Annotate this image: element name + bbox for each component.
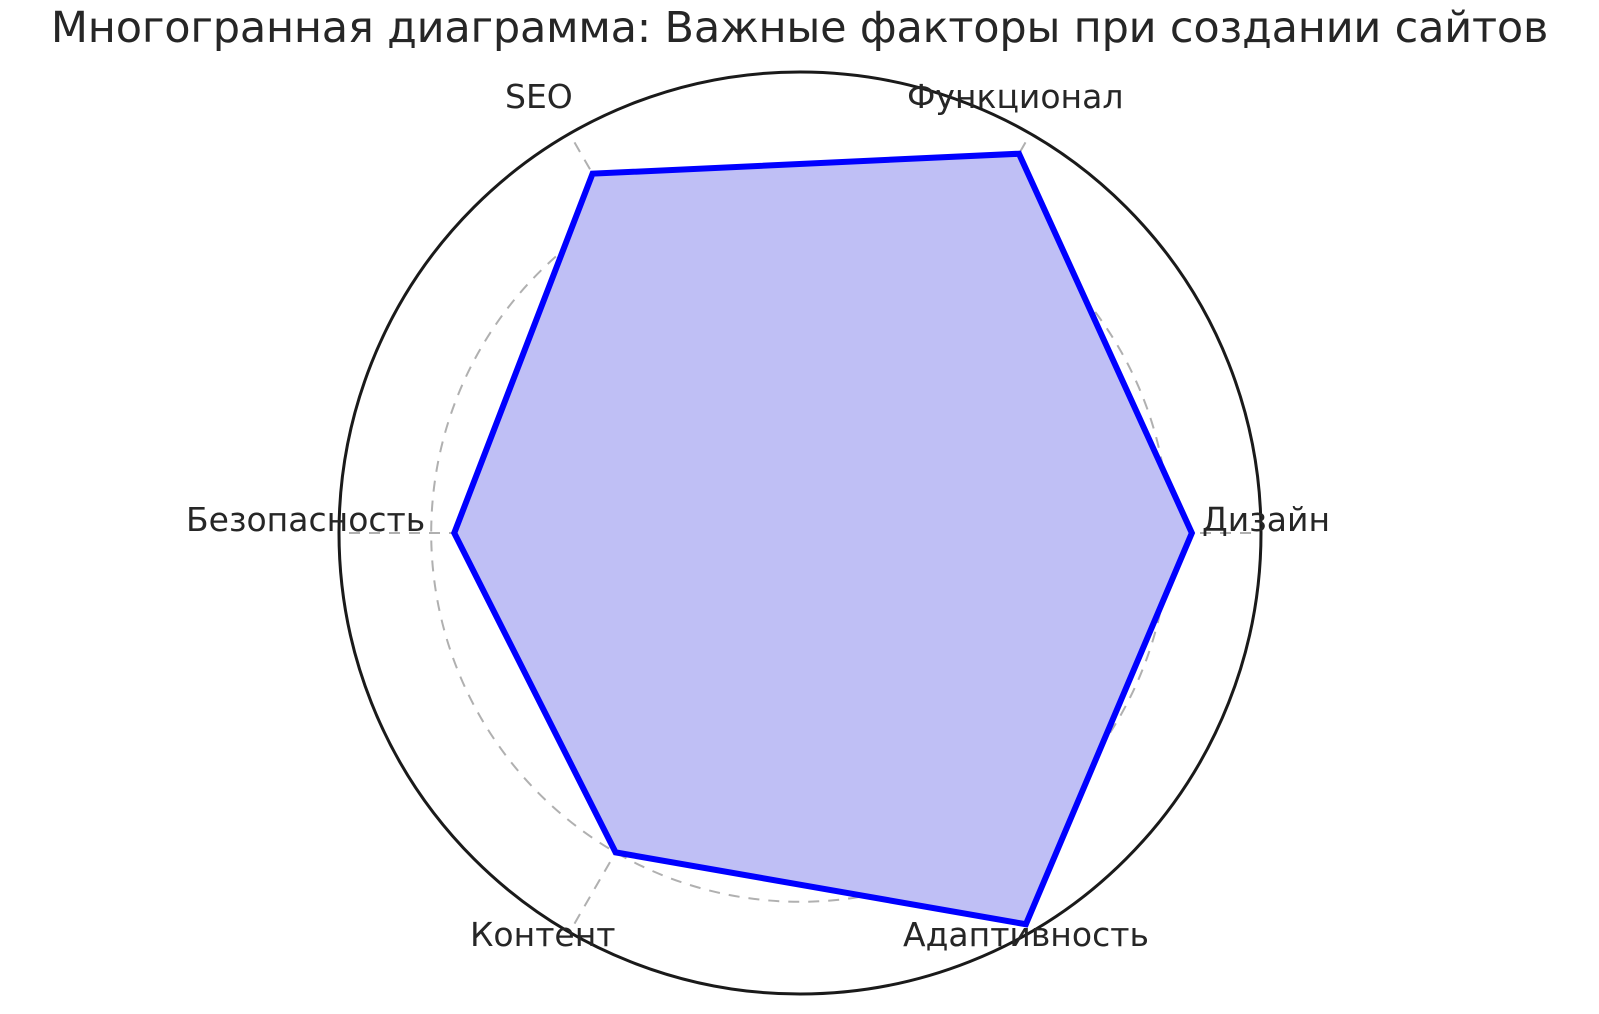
axis-label-безопасность: Безопасность xyxy=(186,500,426,539)
series-fill-0 xyxy=(454,153,1192,925)
chart-title: Многогранная диаграмма: Важные факторы п… xyxy=(50,3,1549,53)
axis-label-адаптивность: Адаптивность xyxy=(903,915,1149,954)
outer-spine-circle xyxy=(337,70,1263,996)
axis-label-контент: Контент xyxy=(470,915,616,954)
axis-label-дизайн: Дизайн xyxy=(1202,500,1331,539)
data-series-polygon xyxy=(450,150,1196,928)
axis-label-seo: SEO xyxy=(505,77,573,116)
outer-boundary-circle xyxy=(337,70,1263,996)
series-outline-0 xyxy=(450,150,1196,928)
axis-label-функционал: Функционал xyxy=(907,77,1124,116)
